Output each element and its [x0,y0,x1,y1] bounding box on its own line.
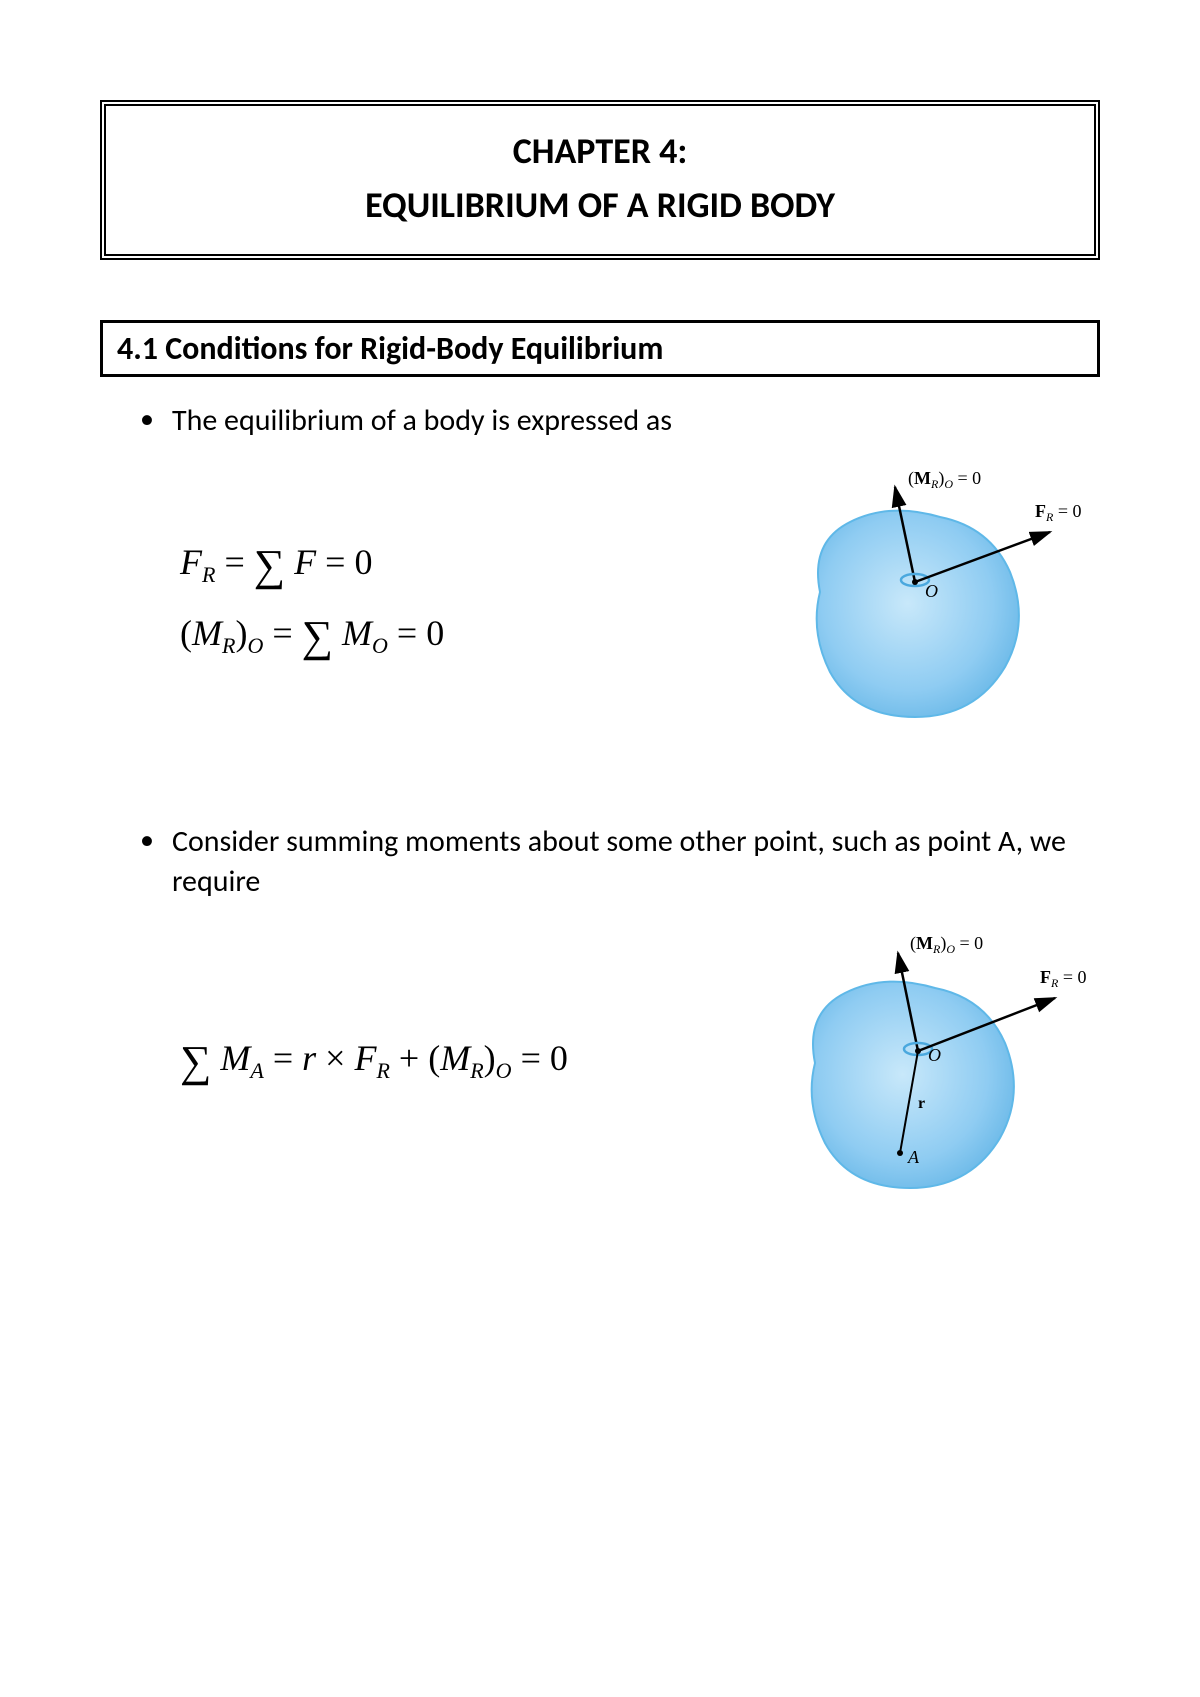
svg-text:FR = 0: FR = 0 [1035,501,1082,524]
bullet-text: Consider summing moments about some othe… [172,822,1100,903]
equation-force: FR = ∑ F = 0 [180,531,760,601]
svg-text:FR = 0: FR = 0 [1040,967,1087,990]
diagram-svg: O A r (MR)O = 0 FR = 0 [760,923,1100,1223]
equation-diagram-row: FR = ∑ F = 0 (MR)O = ∑ MO = 0 [180,462,1100,742]
chapter-number: CHAPTER 4: [126,124,1074,178]
bullet-item: • The equilibrium of a body is expressed… [140,401,1100,442]
equation-diagram-row: ∑ MA = r × FR + (MR)O = 0 [180,923,1100,1203]
section-title: 4.1 Conditions for Rigid-Body Equilibriu… [117,329,1083,368]
equation-moment: (MR)O = ∑ MO = 0 [180,602,760,672]
bullet-item: • Consider summing moments about some ot… [140,822,1100,903]
section-title-box: 4.1 Conditions for Rigid-Body Equilibriu… [100,320,1100,377]
equation-moment-a: ∑ MA = r × FR + (MR)O = 0 [180,1027,760,1097]
rigid-body-diagram-1: O (MR)O = 0 FR = 0 [760,462,1100,742]
bullet-marker: • [140,822,154,858]
rigid-body-diagram-2: O A r (MR)O = 0 FR = 0 [760,923,1100,1203]
svg-text:A: A [907,1147,920,1167]
svg-text:(MR)O = 0: (MR)O = 0 [908,468,981,491]
diagram-svg: O (MR)O = 0 FR = 0 [760,462,1100,742]
bullet-marker: • [140,401,154,437]
chapter-title-box: CHAPTER 4: EQUILIBRIUM OF A RIGID BODY [100,100,1100,260]
chapter-title: EQUILIBRIUM OF A RIGID BODY [126,178,1074,232]
svg-text:O: O [928,1045,941,1065]
equation-block-1: FR = ∑ F = 0 (MR)O = ∑ MO = 0 [180,531,760,672]
bullet-text: The equilibrium of a body is expressed a… [172,401,672,442]
page-content: CHAPTER 4: EQUILIBRIUM OF A RIGID BODY 4… [0,0,1200,1203]
svg-text:O: O [925,581,938,601]
equation-block-2: ∑ MA = r × FR + (MR)O = 0 [180,1027,760,1097]
svg-text:(MR)O = 0: (MR)O = 0 [910,933,983,956]
svg-text:r: r [918,1095,925,1112]
